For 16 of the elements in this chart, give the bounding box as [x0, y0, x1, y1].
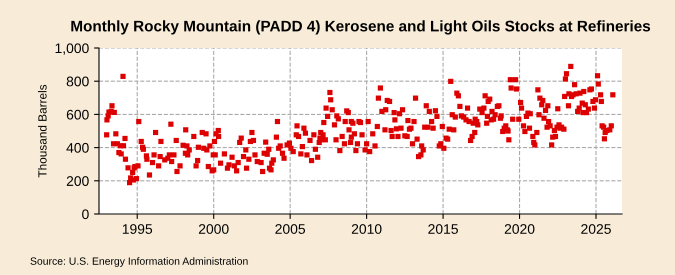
y-tick-label: 200 [66, 176, 89, 186]
y-tick-label: 1,000 [56, 43, 89, 55]
chart-title: Monthly Rocky Mountain (PADD 4) Kerosene and Light Oils Stocks at Refineries [71, 20, 650, 35]
x-tick-label: 2025 [581, 224, 611, 234]
y-tick-label: 400 [66, 142, 89, 153]
x-tick-label: 1995 [122, 224, 152, 234]
y-tick-label: 0 [82, 209, 89, 220]
x-tick-label: 2000 [198, 224, 229, 234]
y-axis-title: Thousand Barrels [38, 84, 47, 178]
x-tick-label: 2020 [504, 224, 534, 234]
y-tick-label: 800 [66, 76, 89, 86]
y-tick-label: 600 [66, 110, 89, 120]
x-tick-label: 2010 [352, 224, 382, 234]
x-tick-label: 2015 [428, 224, 458, 234]
source-note: Source: U.S. Energy Information Administration [30, 257, 248, 267]
x-tick-label: 2005 [275, 224, 306, 234]
